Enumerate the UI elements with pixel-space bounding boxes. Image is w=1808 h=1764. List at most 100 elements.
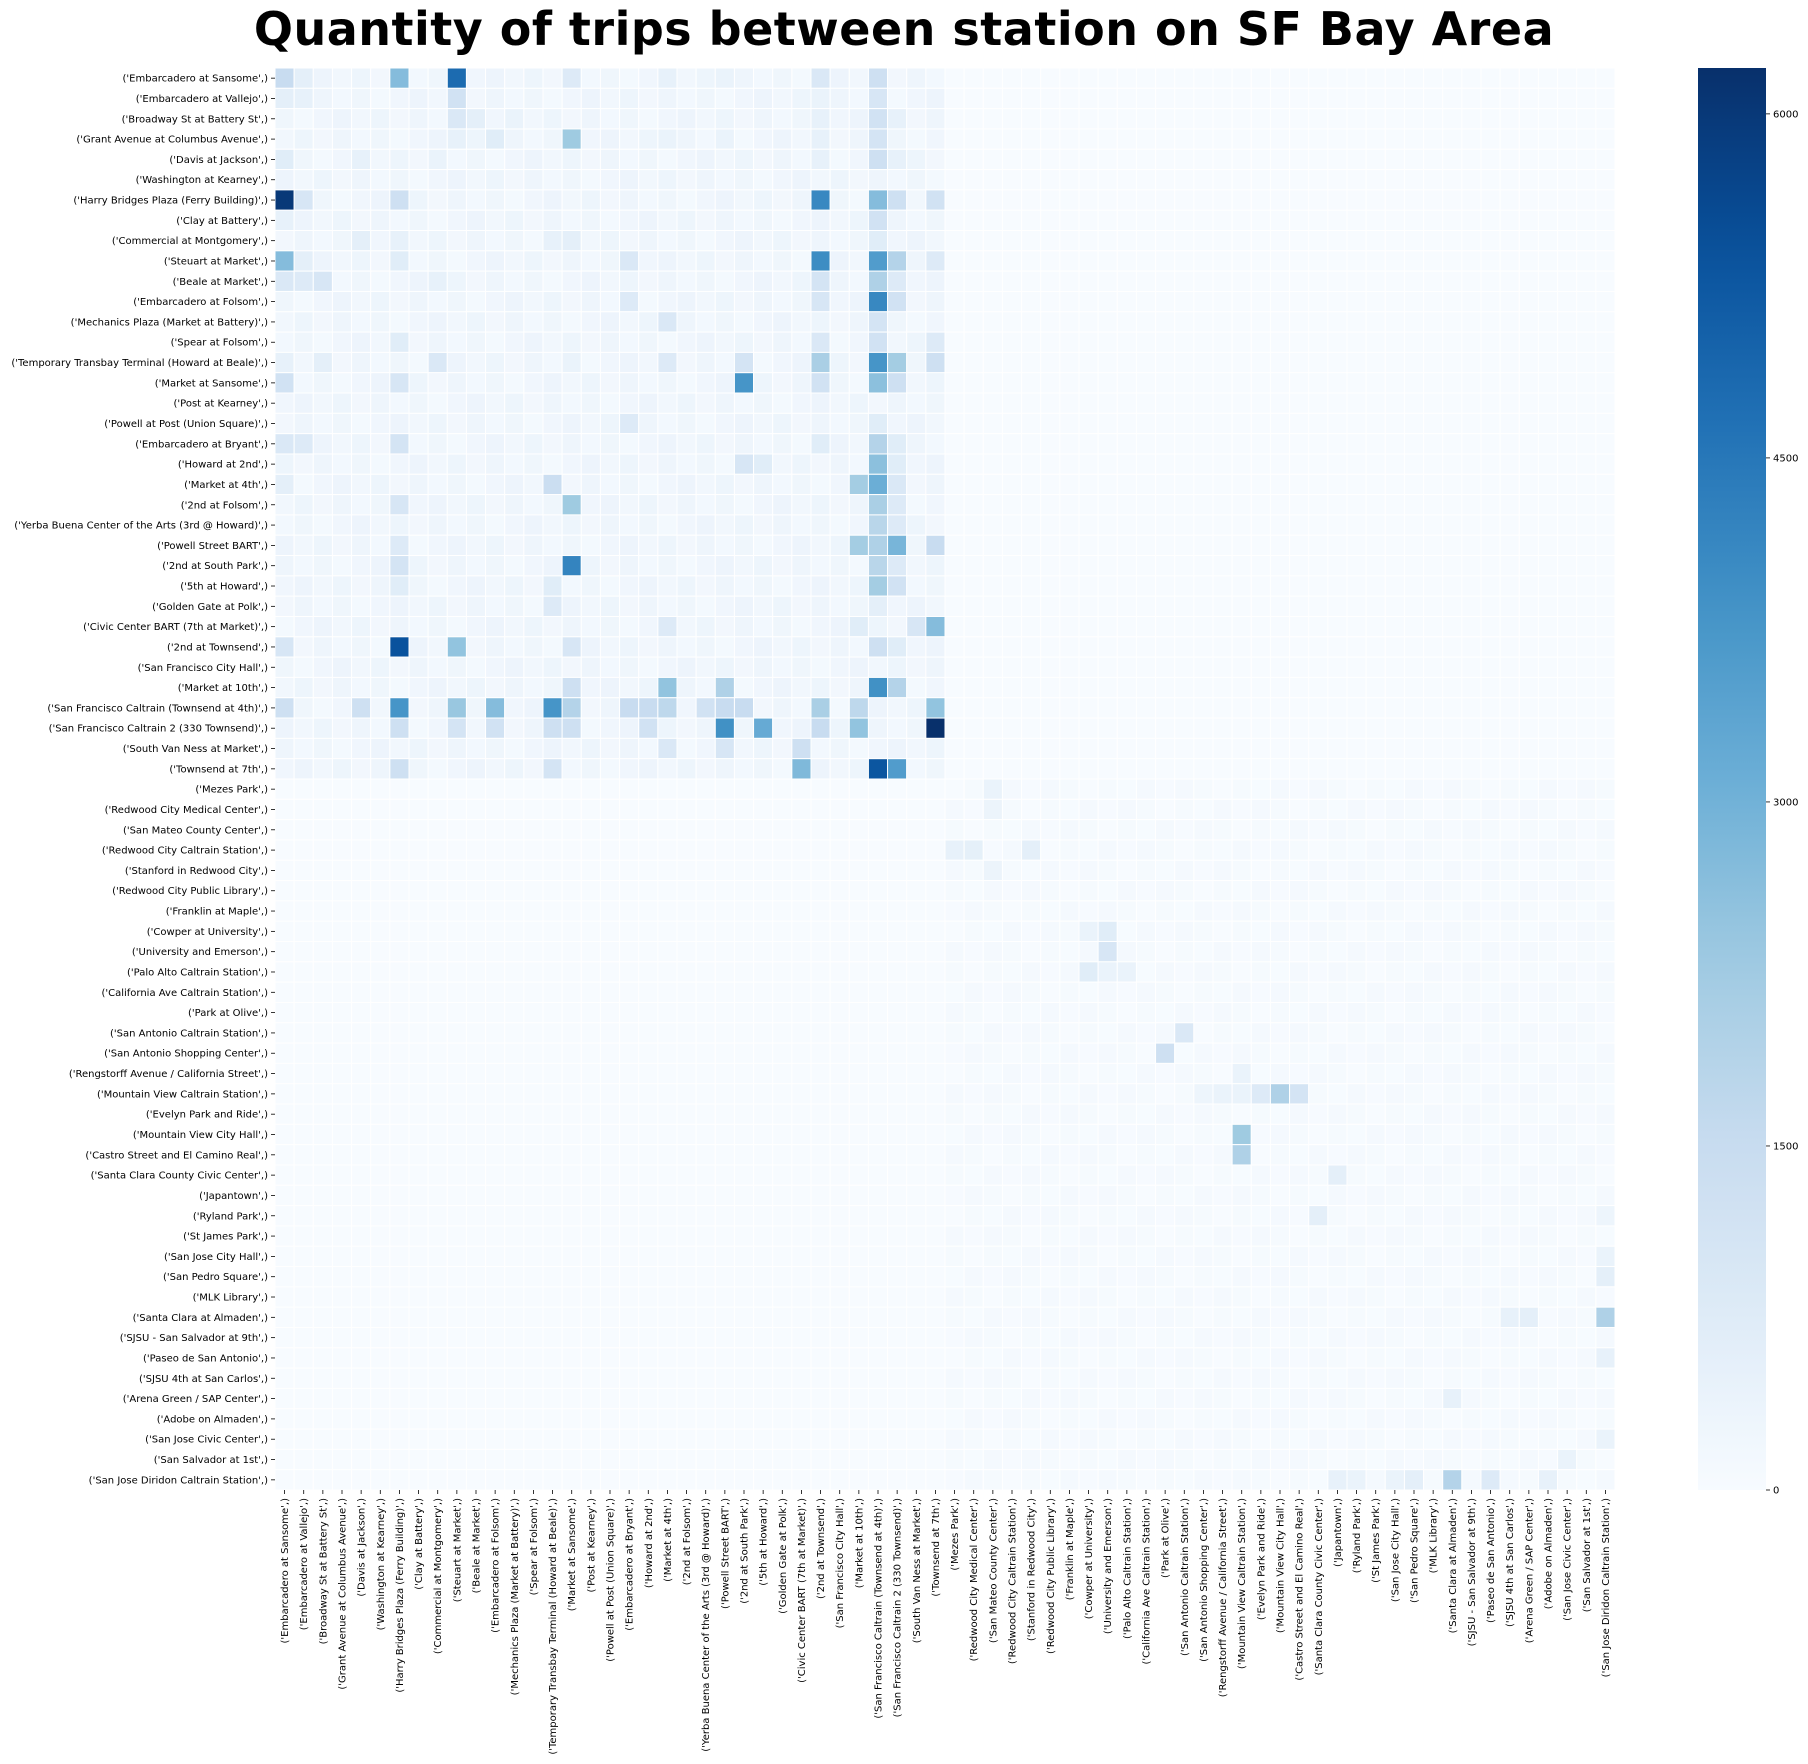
heatmap-cell — [312, 697, 333, 719]
heatmap-cell — [906, 1123, 927, 1146]
heatmap-cell — [848, 778, 869, 800]
heatmap-cell — [1001, 1001, 1023, 1024]
heatmap-cell — [1250, 169, 1271, 191]
row-label: ('Powell at Post (Union Square)',) — [104, 419, 268, 430]
heatmap-cell — [657, 169, 678, 191]
heatmap-cell — [1289, 636, 1310, 658]
heatmap-cell — [504, 798, 525, 821]
heatmap-cell — [1250, 230, 1271, 252]
heatmap-cell — [408, 778, 429, 800]
heatmap-cell — [542, 412, 563, 435]
heatmap-cell — [848, 534, 869, 557]
heatmap-cell — [1116, 1205, 1137, 1227]
heatmap-cell — [1174, 514, 1195, 536]
heatmap-cell — [1365, 534, 1386, 557]
heatmap-cell — [1059, 859, 1080, 882]
heatmap-cell — [1499, 169, 1520, 191]
heatmap-cell — [791, 758, 812, 780]
heatmap-cell — [1193, 250, 1214, 272]
heatmap-cell — [1269, 656, 1291, 678]
heatmap-cell — [427, 595, 448, 617]
heatmap-cell — [561, 555, 582, 577]
heatmap-cell — [504, 1469, 525, 1491]
heatmap-cell — [485, 1042, 506, 1064]
heatmap-cell — [695, 575, 716, 597]
heatmap-cell — [1576, 676, 1597, 699]
heatmap-cell — [504, 1205, 525, 1227]
heatmap-cell — [1155, 941, 1176, 963]
heatmap-cell — [810, 148, 831, 171]
heatmap-cell — [695, 1367, 716, 1389]
heatmap-cell — [638, 1448, 659, 1471]
heatmap-cell — [848, 372, 869, 394]
heatmap-cell — [829, 331, 850, 353]
heatmap-cell — [1078, 1062, 1099, 1085]
heatmap-cell — [772, 1083, 793, 1105]
heatmap-cell — [925, 108, 946, 130]
heatmap-cell — [657, 981, 678, 1003]
heatmap-cell — [695, 717, 716, 739]
heatmap-cell — [485, 737, 506, 760]
heatmap-cell — [1155, 636, 1176, 658]
heatmap-cell — [1021, 311, 1042, 333]
heatmap-cell — [1327, 1225, 1348, 1247]
heatmap-cell — [657, 595, 678, 617]
heatmap-cell — [427, 941, 448, 963]
heatmap-cell — [867, 1225, 889, 1247]
heatmap-cell — [944, 1448, 965, 1471]
heatmap-cell — [1384, 1326, 1405, 1349]
heatmap-cell — [446, 920, 467, 943]
heatmap-cell — [1346, 473, 1367, 496]
heatmap-cell — [274, 758, 295, 780]
heatmap-cell — [1461, 941, 1482, 963]
heatmap-cell — [1557, 311, 1578, 333]
heatmap-cell — [331, 473, 353, 496]
heatmap-cell — [1537, 1469, 1559, 1491]
heatmap-cell — [1442, 290, 1463, 313]
heatmap-cell — [1231, 331, 1252, 353]
heatmap-cell — [370, 169, 391, 191]
heatmap-cell — [982, 920, 1003, 943]
heatmap-cell — [389, 433, 410, 455]
heatmap-cell — [1576, 514, 1597, 536]
heatmap-cell — [1442, 473, 1463, 496]
heatmap-cell — [1289, 839, 1310, 861]
heatmap-cell — [580, 636, 601, 658]
heatmap-cell — [867, 148, 889, 171]
heatmap-cell — [963, 351, 984, 374]
heatmap-cell — [1308, 758, 1329, 780]
heatmap-cell — [887, 1245, 908, 1268]
heatmap-cell — [1537, 1347, 1559, 1369]
heatmap-cell — [619, 920, 640, 943]
heatmap-cell — [925, 311, 946, 333]
heatmap-cell — [485, 1205, 506, 1227]
heatmap-cell — [1537, 1387, 1559, 1410]
heatmap-cell — [657, 1103, 678, 1125]
heatmap-cell — [1346, 209, 1367, 232]
heatmap-cell — [1155, 1286, 1176, 1308]
heatmap-cell — [887, 920, 908, 943]
heatmap-cell — [312, 819, 333, 841]
heatmap-cell — [1155, 737, 1176, 760]
heatmap-cell — [465, 189, 487, 211]
heatmap-cell — [1231, 1408, 1252, 1430]
heatmap-cell — [1059, 615, 1080, 638]
heatmap-cell — [1461, 189, 1482, 211]
heatmap-cell — [1116, 473, 1137, 496]
heatmap-cell — [1289, 1387, 1310, 1410]
heatmap-cell — [446, 412, 467, 435]
heatmap-cell — [772, 433, 793, 455]
heatmap-cell — [1327, 941, 1348, 963]
heatmap-cell — [1327, 87, 1348, 110]
heatmap-cell — [1097, 372, 1118, 394]
heatmap-cell — [504, 1448, 525, 1471]
heatmap-cell — [1403, 1428, 1425, 1450]
heatmap-cell — [982, 67, 1003, 89]
heatmap-cell — [1289, 758, 1310, 780]
heatmap-cell — [351, 453, 372, 475]
heatmap-cell — [638, 1001, 659, 1024]
heatmap-cell — [389, 900, 410, 922]
heatmap-cell — [542, 676, 563, 699]
heatmap-cell — [695, 737, 716, 760]
heatmap-cell — [408, 1306, 429, 1328]
